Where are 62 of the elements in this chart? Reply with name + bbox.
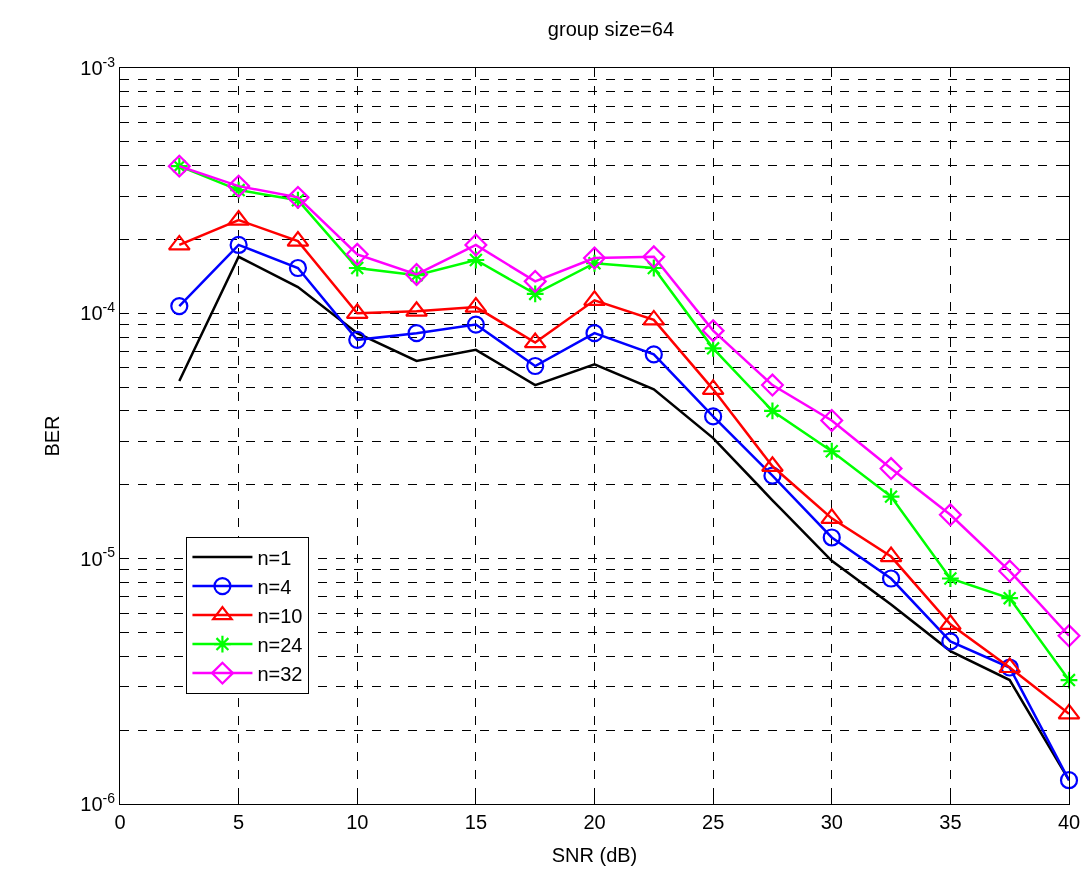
x-axis-title: SNR (dB)	[551, 843, 638, 866]
point	[523, 269, 547, 293]
point	[822, 441, 842, 461]
point	[466, 315, 485, 334]
point	[286, 185, 310, 209]
x-tick-label: 0	[114, 811, 126, 833]
point	[820, 408, 844, 432]
point	[941, 632, 960, 651]
point	[464, 233, 488, 257]
x-tick-label: 40	[1057, 811, 1081, 833]
point	[1059, 771, 1079, 790]
point	[760, 373, 784, 397]
point	[881, 569, 901, 588]
point	[526, 356, 545, 376]
point	[704, 407, 723, 426]
point	[227, 174, 251, 198]
point	[940, 569, 960, 589]
y-tick-label: 10$^{-3}$	[80, 53, 116, 79]
chart-title: group size=64	[547, 18, 675, 41]
x-tick-label: 10	[346, 811, 369, 833]
x-tick-label: 20	[583, 811, 606, 833]
legend-label: n=1	[257, 546, 292, 569]
legend-label: n=10	[257, 604, 303, 627]
point	[523, 332, 547, 349]
point	[229, 235, 248, 255]
legend-label: n=32	[257, 662, 303, 685]
point	[1057, 624, 1081, 648]
y-tick-label: 10$^{-6}$	[80, 789, 116, 815]
point	[881, 487, 901, 507]
y-tick-label: 10$^{-5}$	[80, 544, 116, 570]
legend-label: n=24	[257, 633, 303, 656]
x-tick-label: 35	[939, 811, 962, 833]
point	[763, 466, 782, 485]
point	[170, 297, 189, 316]
y-axis-title: BER	[40, 415, 63, 457]
point	[644, 258, 664, 278]
point	[585, 324, 604, 343]
point	[583, 246, 606, 270]
point	[822, 528, 841, 547]
point	[407, 324, 426, 343]
point	[525, 284, 545, 304]
point	[642, 245, 666, 269]
x-tick-label: 15	[464, 811, 488, 833]
point	[879, 546, 903, 563]
x-tick-label: 30	[820, 811, 843, 833]
point	[348, 330, 367, 349]
point	[879, 457, 903, 481]
y-tick-label: 10$^{-4}$	[80, 298, 116, 325]
point	[345, 242, 369, 266]
point	[1000, 588, 1020, 608]
point	[347, 258, 367, 278]
point	[938, 503, 962, 527]
point	[701, 319, 725, 343]
point	[288, 258, 308, 278]
x-tick-label: 5	[233, 811, 245, 833]
point	[585, 253, 604, 273]
legend-label: n=4	[257, 575, 292, 598]
point	[762, 401, 782, 421]
point	[644, 345, 663, 364]
point	[466, 250, 486, 270]
point	[998, 559, 1022, 583]
x-tick-label: 25	[702, 811, 725, 833]
